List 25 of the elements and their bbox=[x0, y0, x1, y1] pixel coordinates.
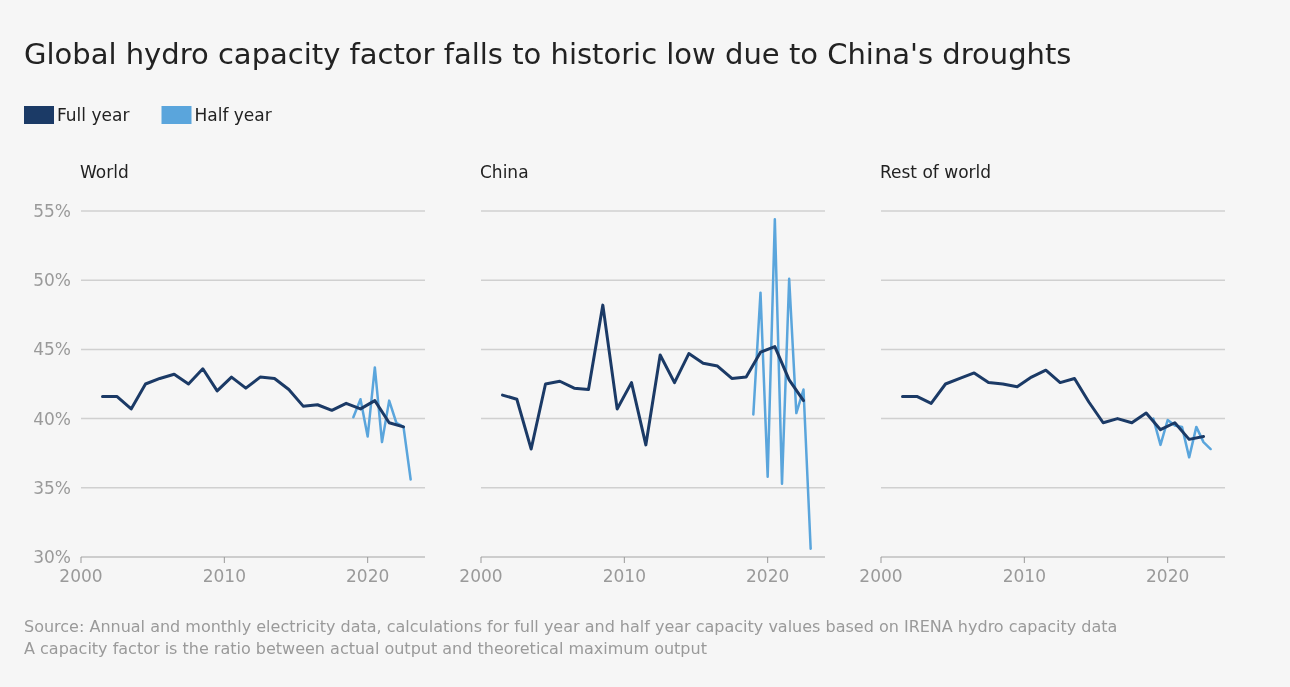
y-tick-label: 50% bbox=[33, 270, 71, 291]
text: A capacity factor is the ratio between actual output and theoretical maximum output bbox=[24, 639, 707, 658]
x-tick-label: 2000 bbox=[459, 566, 503, 586]
x-tick-label: 2000 bbox=[59, 566, 103, 586]
chart-subtitle: China bbox=[480, 162, 529, 182]
x-tick-label: 2020 bbox=[346, 566, 390, 586]
x-tick-label: 2010 bbox=[1002, 566, 1046, 586]
legend-label: Full year bbox=[57, 105, 130, 125]
x-tick-label: 2000 bbox=[859, 566, 903, 586]
line-series bbox=[352, 366, 412, 481]
y-tick-label: 55% bbox=[33, 201, 71, 221]
x-tick-label: 2010 bbox=[602, 566, 646, 586]
y-tick-label: 40% bbox=[33, 408, 71, 429]
chart-subtitle: Rest of world bbox=[880, 162, 992, 182]
y-tick-label: 35% bbox=[33, 477, 71, 498]
y-tick-label: 30% bbox=[33, 547, 71, 567]
legend-label: Half year bbox=[194, 105, 272, 125]
text: Global hydro capacity factor falls to historic low due to China's droughts bbox=[24, 37, 1072, 71]
chart-subtitle: World bbox=[80, 162, 129, 182]
y-tick-label: 45% bbox=[33, 339, 71, 360]
source-note: Source: Annual and monthly electricity data, calculations for full year and half year capacity values based on IRENA hydro capacity data bbox=[24, 617, 1118, 636]
x-tick-label: 2010 bbox=[202, 566, 246, 586]
x-tick-label: 2020 bbox=[746, 566, 790, 586]
line-series bbox=[101, 367, 405, 429]
x-tick-label: 2020 bbox=[1146, 566, 1190, 586]
